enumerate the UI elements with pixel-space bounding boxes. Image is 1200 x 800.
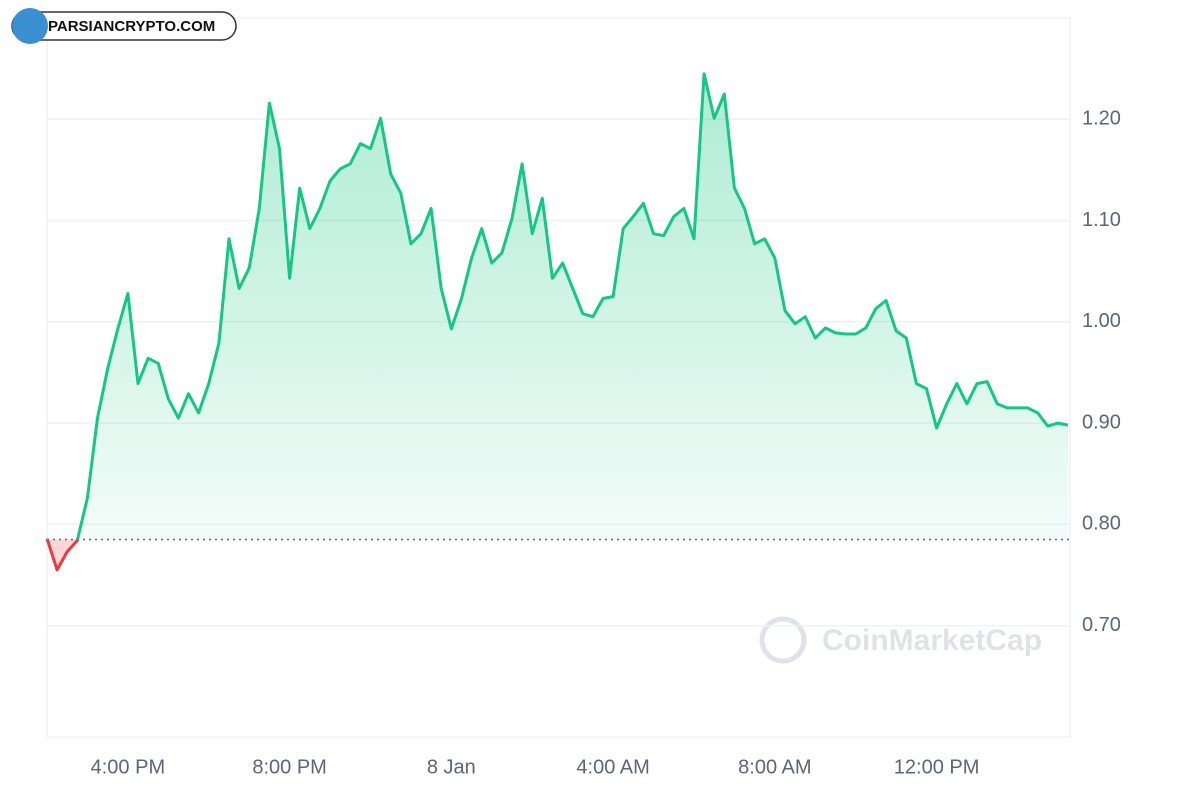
x-tick-label: 8 Jan [427, 756, 476, 778]
y-tick-label: 1.00 [1082, 310, 1121, 332]
badge-text: PARSIANCRYPTO.COM [48, 18, 215, 35]
x-tick-label: 12:00 PM [894, 756, 980, 778]
y-tick-label: 1.20 [1082, 108, 1121, 130]
y-tick-label: 1.10 [1082, 209, 1121, 231]
plot: 0.70 0.80 0.90 1.00 1.10 1.20 4:00 PM 8:00 PM 8 … [45, 72, 1121, 778]
y-tick-label: 0.80 [1082, 513, 1121, 535]
area-above [47, 73, 1068, 540]
y-tick-label: 0.70 [1082, 614, 1121, 636]
price-line [45, 72, 1069, 540]
x-tick-label: 4:00 PM [91, 756, 165, 778]
badge: PARSIANCRYPTO.COM [11, 8, 237, 44]
badge-icon [12, 8, 48, 44]
x-tick-label: 8:00 AM [738, 756, 811, 778]
y-tick-label: 0.90 [1082, 411, 1121, 433]
watermark: CoinMarketCap [822, 624, 1042, 657]
x-tick-label: 8:00 PM [252, 756, 326, 778]
watermark-group: CoinMarketCap [759, 616, 1042, 664]
watermark-logo [759, 616, 807, 664]
x-tick-label: 4:00 AM [576, 756, 649, 778]
